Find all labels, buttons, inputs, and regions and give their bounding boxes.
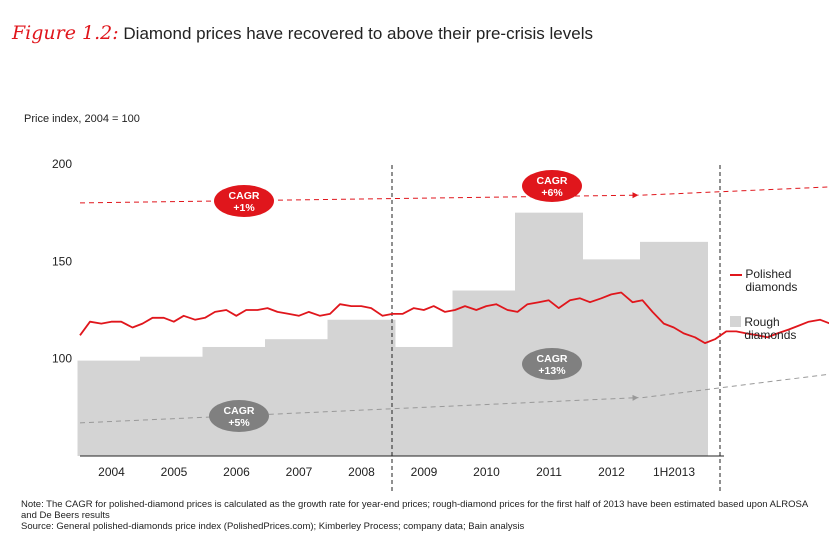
x-tick-label: 2007: [286, 465, 313, 479]
cagr-badge: [209, 400, 269, 432]
y-tick-label: 100: [52, 352, 72, 366]
rough-bar: [452, 290, 521, 456]
cagr-value: +5%: [228, 417, 250, 429]
cagr-badge: [522, 170, 582, 202]
note-text: Note: The CAGR for polished-diamond pric…: [21, 499, 808, 521]
x-tick-label: 1H2013: [653, 465, 695, 479]
rough-bar: [577, 259, 646, 456]
cagr-label: CAGR: [229, 190, 260, 202]
legend-polished: Polished diamonds: [730, 268, 805, 294]
source-text: Source: General polished-diamonds price …: [21, 521, 525, 532]
cagr-value: +6%: [541, 187, 563, 199]
rough-bar: [327, 319, 396, 456]
polished-trend-line: [642, 186, 829, 196]
rough-bar: [140, 356, 208, 456]
cagr-badge: [214, 185, 274, 217]
x-tick-label: 2008: [348, 465, 375, 479]
cagr-label: CAGR: [537, 353, 568, 365]
rough-bar: [640, 241, 708, 456]
chart: 100 150 200 2004 2005 2006 2007 2008 2009 2010 201…: [52, 157, 829, 492]
x-tick-label: 2006: [223, 465, 250, 479]
x-tick-label: 2011: [536, 465, 562, 479]
legend-rough: Rough diamonds: [730, 316, 804, 342]
cagr-label: CAGR: [224, 405, 255, 417]
cagr-value: +1%: [233, 202, 255, 214]
x-tick-label: 2012: [598, 465, 625, 479]
rough-bar: [515, 212, 583, 456]
rough-trend-line: [79, 394, 639, 424]
cagr-label: CAGR: [537, 175, 568, 187]
cagr-badge: [522, 348, 582, 380]
notes: Note: The CAGR for polished-diamond pric…: [21, 499, 811, 532]
x-tick-label: 2009: [411, 465, 438, 479]
y-axis-label: Price index, 2004 = 100: [24, 113, 140, 125]
figure-number: Figure 1.2:: [12, 22, 119, 44]
figure-title-text: Diamond prices have recovered to above t…: [123, 24, 593, 43]
rough-bar: [390, 346, 458, 456]
polished-legend-swatch: [730, 273, 742, 276]
x-tick-label: 2010: [473, 465, 500, 479]
polished-line: [79, 291, 829, 345]
rough-bar: [77, 360, 146, 456]
x-tick-label: 2004: [98, 465, 125, 479]
cagr-value: +13%: [538, 365, 566, 377]
figure-title: Figure 1.2: Diamond prices have recovere…: [12, 22, 593, 44]
polished-trend-line: [79, 192, 639, 204]
y-tick-label: 150: [52, 254, 72, 268]
rough-legend-swatch: [730, 316, 741, 327]
y-tick-label: 200: [52, 157, 72, 171]
legend-rough-label: Rough diamonds: [744, 315, 797, 342]
x-tick-label: 2005: [161, 465, 188, 479]
legend-polished-label: Polished diamonds: [745, 267, 798, 294]
rough-bar: [265, 339, 333, 456]
